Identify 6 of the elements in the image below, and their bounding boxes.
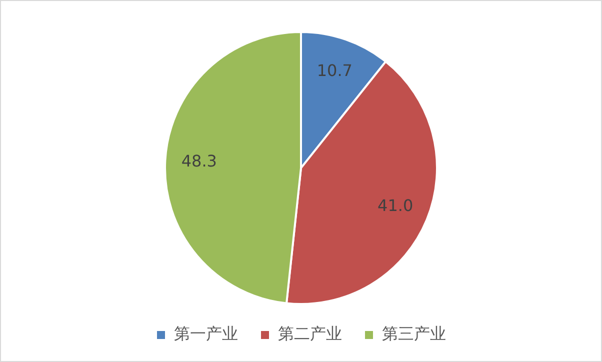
legend-label: 第二产业 — [278, 324, 342, 344]
data-label: 48.3 — [181, 152, 217, 171]
legend-label: 第三产业 — [382, 324, 446, 344]
legend-label: 第一产业 — [174, 324, 238, 344]
data-label: 10.7 — [316, 60, 352, 80]
data-label: 41.0 — [378, 196, 414, 215]
